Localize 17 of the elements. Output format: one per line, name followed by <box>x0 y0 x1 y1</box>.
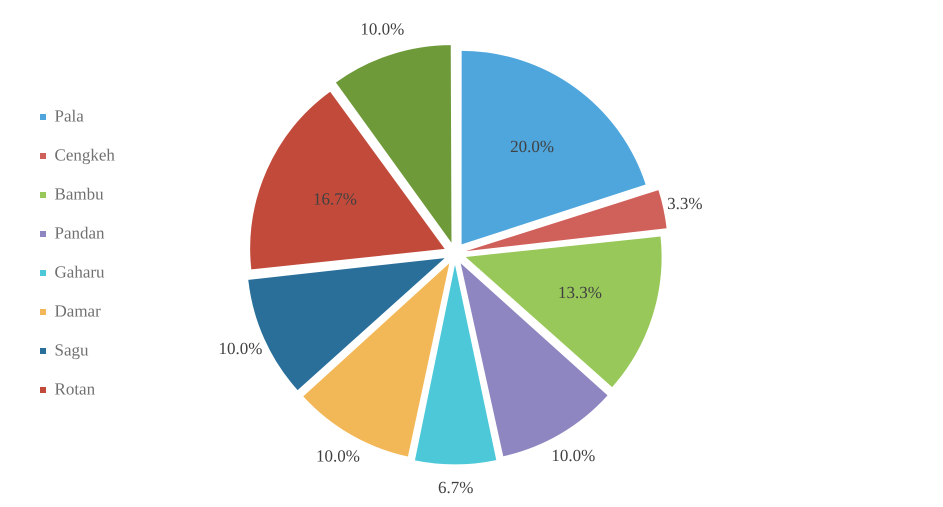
legend-label: Rotan <box>54 379 96 398</box>
legend-label: Bambu <box>54 184 104 204</box>
data-label: 10.0% <box>360 19 404 38</box>
data-label: 6.7% <box>438 478 474 497</box>
data-label: 10.0% <box>316 446 360 466</box>
legend-label: Sagu <box>54 340 89 360</box>
data-label: 10.0% <box>551 446 596 465</box>
legend-label: Pandan <box>54 223 106 242</box>
data-label: 13.3% <box>558 283 602 302</box>
data-label: 10.0% <box>218 339 262 358</box>
data-label: 3.3% <box>667 194 702 213</box>
legend-label: Gaharu <box>54 262 106 282</box>
data-label: 20.0% <box>510 136 554 156</box>
data-label: 16.7% <box>313 190 357 209</box>
legend-label: Damar <box>54 301 102 320</box>
legend-label: Pala <box>54 106 84 126</box>
legend-label: Cengkeh <box>54 145 116 164</box>
